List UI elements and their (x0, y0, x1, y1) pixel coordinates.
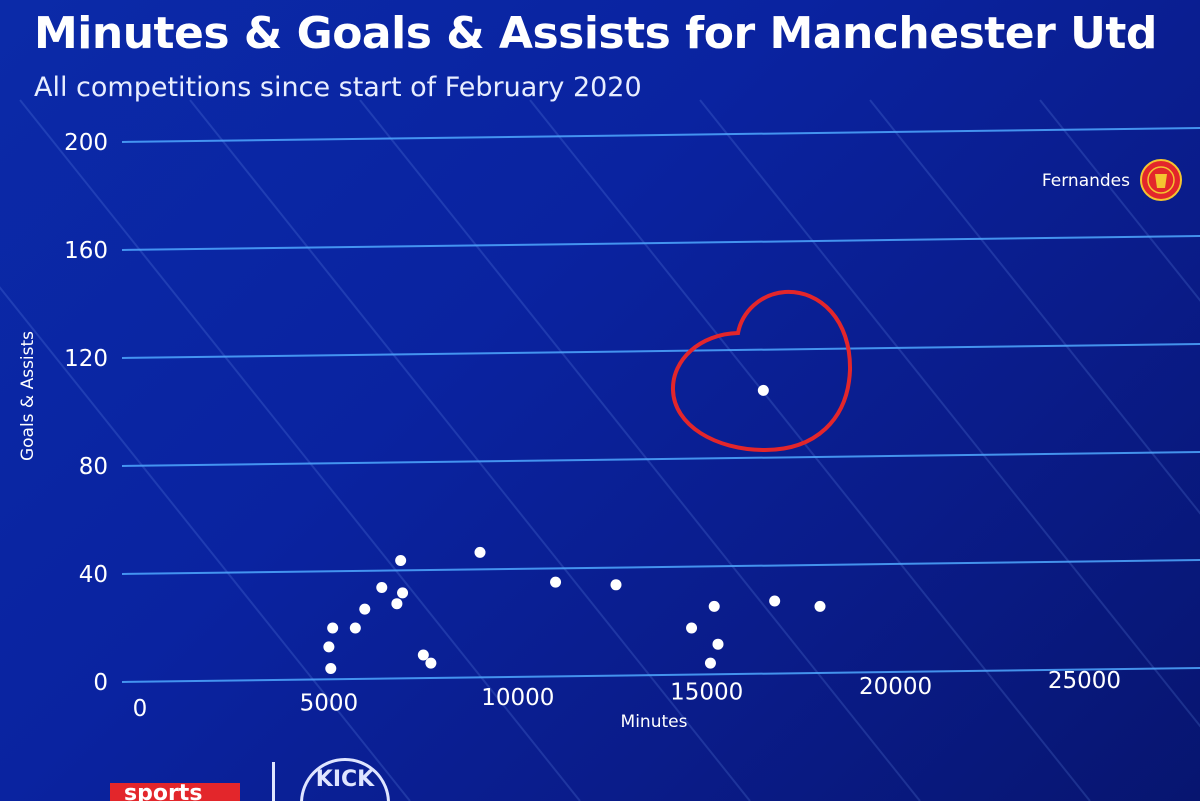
x-tick-label: 0 (133, 696, 148, 722)
data-point (359, 603, 371, 615)
data-point (686, 622, 698, 634)
y-tick-label: 200 (64, 130, 108, 156)
background-stripe (189, 99, 751, 801)
y-axis-label: Goals & Assists (18, 331, 38, 461)
data-point (425, 657, 437, 669)
highlight-circle-annotation (670, 289, 853, 453)
gridlines (121, 127, 1200, 683)
x-axis-ticks: 0 5000 10000 15000 20000 25000 (133, 668, 1121, 722)
chart-subtitle: All competitions since start of February… (34, 72, 642, 103)
data-point (474, 546, 486, 558)
y-tick-label: 160 (64, 238, 108, 264)
gridline (121, 667, 1200, 683)
data-point (349, 622, 361, 634)
man-utd-crest-icon (1140, 159, 1182, 201)
data-points (323, 384, 826, 674)
legend: Fernandes (1042, 159, 1182, 201)
x-tick-label: 15000 (670, 679, 743, 705)
background-stripe (699, 99, 1200, 728)
data-point (391, 598, 403, 610)
background-stripes (0, 99, 1200, 801)
x-tick-label: 25000 (1048, 668, 1121, 694)
data-point (417, 649, 429, 661)
gridline (121, 559, 1200, 575)
brand-divider (272, 762, 275, 801)
data-point (395, 555, 407, 566)
background-stripe (19, 99, 581, 801)
data-point (757, 384, 769, 396)
data-point (550, 576, 562, 588)
x-tick-label: 5000 (300, 690, 359, 716)
background-stripe (869, 99, 1200, 515)
data-point (376, 582, 388, 593)
y-tick-label: 0 (93, 670, 108, 696)
sports-brand-badge: sports (110, 783, 240, 801)
background-stripe (1039, 99, 1200, 302)
y-tick-label: 120 (64, 346, 108, 372)
data-point (704, 657, 716, 669)
data-point (325, 663, 337, 674)
data-point (814, 600, 826, 612)
data-point (323, 641, 335, 653)
data-point (397, 587, 409, 599)
y-axis-ticks: 0 40 80 120 160 200 (64, 130, 108, 696)
gridline (121, 127, 1200, 143)
x-tick-label: 10000 (481, 685, 554, 711)
data-point (712, 638, 724, 650)
gridline (121, 451, 1200, 467)
data-point (769, 595, 781, 607)
data-point (610, 579, 622, 591)
x-axis-label: Minutes (621, 712, 688, 732)
x-tick-label: 20000 (859, 674, 932, 700)
y-tick-label: 80 (79, 454, 108, 480)
background-stripe (529, 99, 1091, 801)
chart-title: Minutes & Goals & Assists for Manchester… (34, 8, 1157, 59)
legend-label-fernandes: Fernandes (1042, 171, 1130, 191)
background-stripe (359, 99, 921, 801)
gridline (121, 235, 1200, 251)
background-stripe (0, 286, 411, 801)
data-point (708, 600, 720, 612)
gridline (121, 343, 1200, 359)
data-point (327, 622, 339, 634)
y-tick-label: 40 (79, 562, 108, 588)
